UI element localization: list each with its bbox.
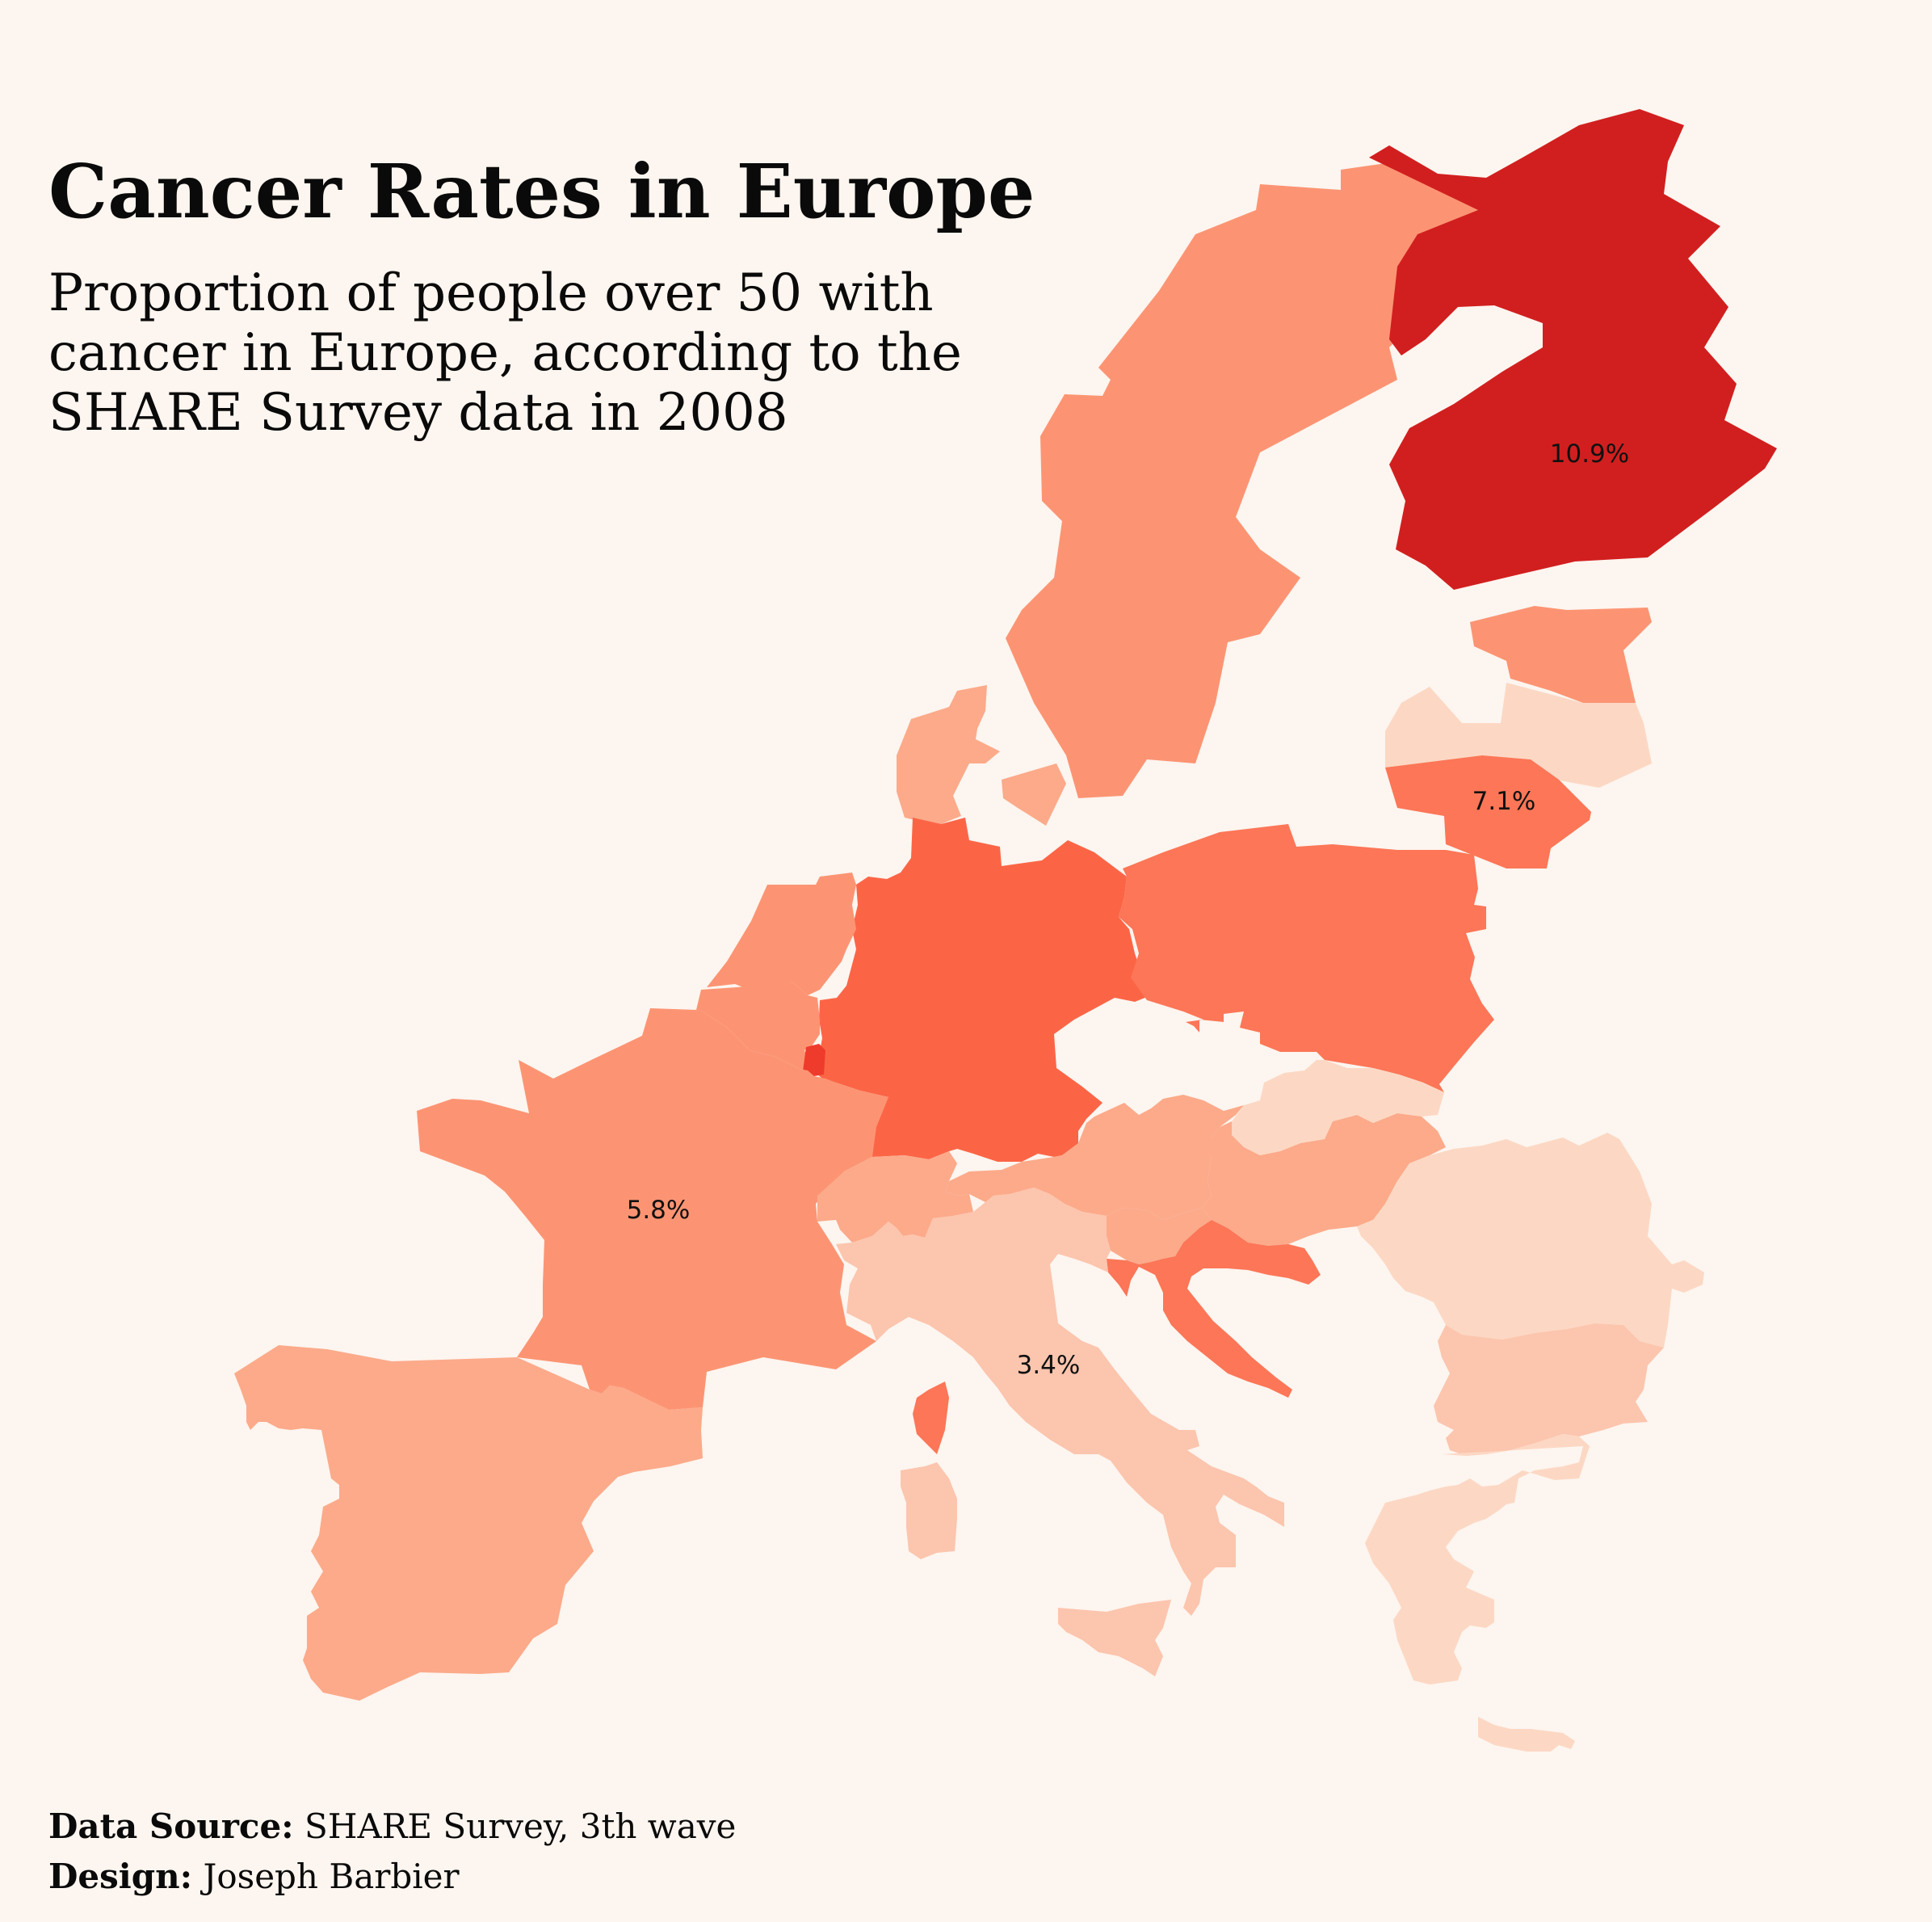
page-title: Cancer Rates in Europe [48,148,1035,235]
country-italy [836,1188,1284,1616]
country-slovakia [1232,1060,1444,1155]
country-austria [945,1095,1244,1220]
country-hungary [1202,1113,1446,1246]
map-label-finland: 10.9% [1550,439,1629,469]
country-romania [1357,1133,1704,1348]
country-bulgaria [1434,1323,1664,1456]
map-label-lithuania: 7.1% [1472,787,1536,816]
map-label-italy: 3.4% [1017,1351,1081,1380]
country-germany [816,818,1159,1162]
country-france [417,1008,888,1410]
map-label-france: 5.8% [627,1196,691,1225]
design-label: Design: [48,1857,193,1896]
country-italy-sicily [1058,1600,1171,1676]
country-sardinia [901,1462,957,1559]
country-spain [234,1345,703,1701]
country-croatia [1107,1220,1321,1398]
country-finland [1369,109,1777,590]
credits: Data Source: SHARE Survey, 3th wave Desi… [48,1802,736,1902]
country-greece [1365,1434,1590,1684]
country-belgium [696,982,820,1070]
country-estonia [1470,606,1652,703]
country-switzerland [817,1151,973,1243]
country-denmark-zealand [1002,763,1066,826]
data-source-value: SHARE Survey, 3th wave [304,1806,737,1846]
country-corsica [913,1382,949,1454]
design-value: Joseph Barbier [203,1857,460,1896]
design-line: Design: Joseph Barbier [48,1852,736,1902]
data-source-line: Data Source: SHARE Survey, 3th wave [48,1802,736,1852]
country-latvia [1385,683,1652,788]
country-lithuania [1385,755,1591,868]
country-greece-crete [1478,1717,1575,1752]
country-poland [1119,824,1494,1092]
country-denmark [897,685,1000,826]
country-netherlands [707,873,856,995]
data-source-label: Data Source: [48,1806,294,1846]
country-shapes [234,109,1777,1752]
country-luxembourg [803,1044,825,1076]
page-subtitle: Proportion of people over 50 with cancer… [48,263,962,443]
map-labels: 10.9% 7.1% 5.8% 3.4% [627,439,1630,1380]
country-sweden [1006,162,1478,798]
country-slovenia [1107,1208,1212,1264]
